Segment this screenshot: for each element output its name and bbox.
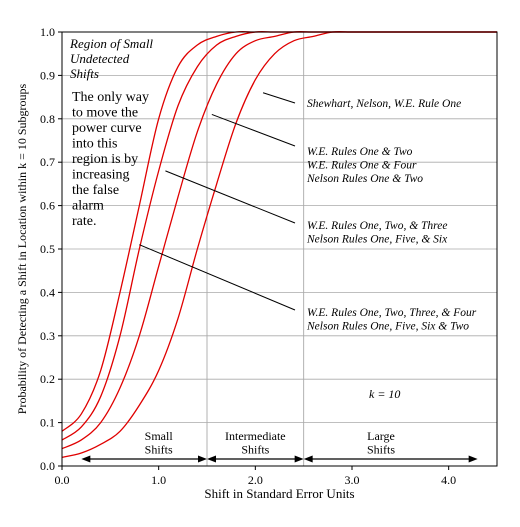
region-note-line: The only way: [72, 90, 149, 105]
curve-label: Shewhart, Nelson, W.E. Rule One: [307, 98, 461, 110]
y-tick-label: 0.4: [40, 285, 55, 299]
region-note-line: region is by: [72, 152, 138, 167]
grid: [62, 75, 497, 424]
curve-label: Nelson Rules One, Five, & Six: [306, 234, 448, 246]
arrowhead-right: [294, 455, 304, 463]
leader-line: [139, 244, 296, 311]
region-note-line: power curve: [72, 121, 142, 136]
region-note-line: the false: [72, 183, 119, 198]
region-label: Intermediate: [225, 429, 286, 443]
axis-ticks: 0.0 0.1 0.2 0.3 0.4 0.5 0.6 0.7 0.8 0.9 1.0 0.0 1.0 2…: [40, 25, 456, 487]
region-title-line: Region of Small: [69, 36, 153, 51]
y-tick-label: 0.9: [40, 68, 55, 82]
x-axis-label: Shift in Standard Error Units: [204, 486, 354, 501]
x-tick-label: 4.0: [441, 473, 456, 487]
y-tick-label: 0.2: [40, 372, 55, 386]
region-note-line: into this: [72, 137, 118, 152]
y-tick-label: 0.8: [40, 112, 55, 126]
region-label: Large: [367, 429, 395, 443]
region-label: Small: [145, 429, 174, 443]
region-note-line: increasing: [72, 168, 130, 183]
arrowhead-left: [303, 455, 313, 463]
y-tick-label: 1.0: [40, 25, 55, 39]
y-tick-label: 0.6: [40, 199, 55, 213]
leader-line: [262, 92, 296, 104]
x-tick-label: 3.0: [345, 473, 360, 487]
curve-label: W.E. Rules One & Two: [307, 146, 413, 158]
y-tick-label: 0.1: [40, 416, 55, 430]
region-note-line: rate.: [72, 214, 96, 229]
y-tick-label: 0.3: [40, 329, 55, 343]
curve-label: W.E. Rules One & Four: [307, 160, 417, 172]
arrowhead-left: [81, 455, 91, 463]
leader-line: [211, 113, 296, 147]
x-tick-label: 2.0: [248, 473, 263, 487]
region-title-line: Undetected: [70, 51, 130, 66]
y-tick-label: 0.7: [40, 155, 55, 169]
k-label: k = 10: [369, 387, 400, 401]
curve-label: Nelson Rules One & Two: [306, 173, 423, 185]
arrowhead-right: [198, 455, 207, 463]
y-tick-label: 0.0: [40, 459, 55, 473]
y-tick-label: 0.5: [40, 242, 55, 256]
x-tick-label: 0.0: [55, 473, 70, 487]
region-label: Shifts: [241, 443, 269, 457]
region-note-line: alarm: [72, 199, 104, 214]
curve-label: Nelson Rules One, Five, Six & Two: [306, 321, 469, 333]
arrowhead-right: [468, 455, 478, 463]
region-note-line: to move the: [72, 106, 138, 121]
region-title-line: Shifts: [70, 66, 99, 81]
curve-label: W.E. Rules One, Two, Three, & Four: [307, 307, 477, 319]
region-label: Shifts: [367, 443, 395, 457]
leader-line: [165, 170, 296, 224]
region-label: Shifts: [145, 443, 173, 457]
x-tick-label: 1.0: [151, 473, 166, 487]
curve-label: W.E. Rules One, Two, & Three: [307, 220, 447, 232]
y-axis-label: Probability of Detecting a Shift in Loca…: [15, 83, 29, 414]
arrowhead-left: [207, 455, 216, 463]
